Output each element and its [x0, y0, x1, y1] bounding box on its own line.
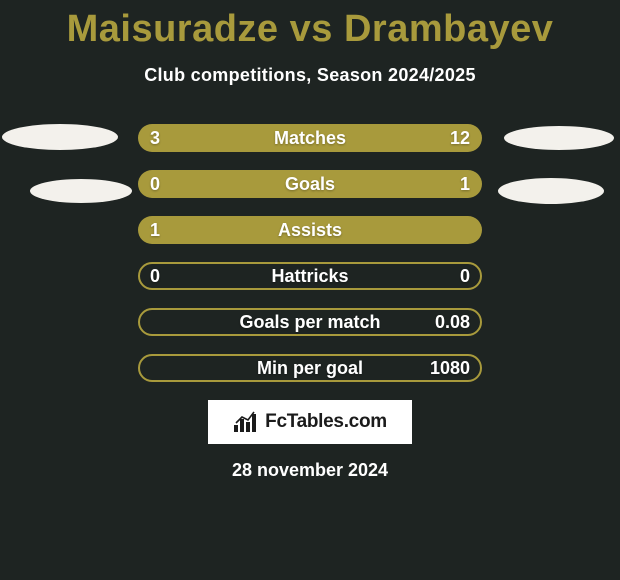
stat-label: Goals — [138, 170, 482, 198]
stat-row: 0Hattricks0 — [138, 262, 482, 290]
player1-name: Maisuradze — [67, 8, 279, 50]
stat-label: Assists — [138, 216, 482, 244]
stat-row: Goals per match0.08 — [138, 308, 482, 336]
player2-name: Drambayev — [344, 8, 553, 50]
stat-label: Goals per match — [138, 308, 482, 336]
stat-row: 1Assists — [138, 216, 482, 244]
stat-value-right: 0 — [460, 262, 470, 290]
stat-value-right: 1 — [460, 170, 470, 198]
stat-row: Min per goal1080 — [138, 354, 482, 382]
vs-label: vs — [290, 8, 333, 50]
stat-value-right: 1080 — [430, 354, 470, 382]
stat-row: 3Matches12 — [138, 124, 482, 152]
date-label: 28 november 2024 — [0, 460, 620, 481]
stat-value-right: 0.08 — [435, 308, 470, 336]
stats-container: 3Matches120Goals11Assists0Hattricks0Goal… — [0, 124, 620, 382]
stat-label: Matches — [138, 124, 482, 152]
bars-chart-icon — [233, 411, 259, 433]
badge-text: FcTables.com — [265, 411, 387, 433]
fctables-badge: FcTables.com — [208, 400, 412, 444]
stat-label: Hattricks — [138, 262, 482, 290]
subtitle: Club competitions, Season 2024/2025 — [0, 65, 620, 86]
page-title: Maisuradze vs Drambayev — [0, 0, 620, 51]
stat-value-right: 12 — [450, 124, 470, 152]
stat-row: 0Goals1 — [138, 170, 482, 198]
